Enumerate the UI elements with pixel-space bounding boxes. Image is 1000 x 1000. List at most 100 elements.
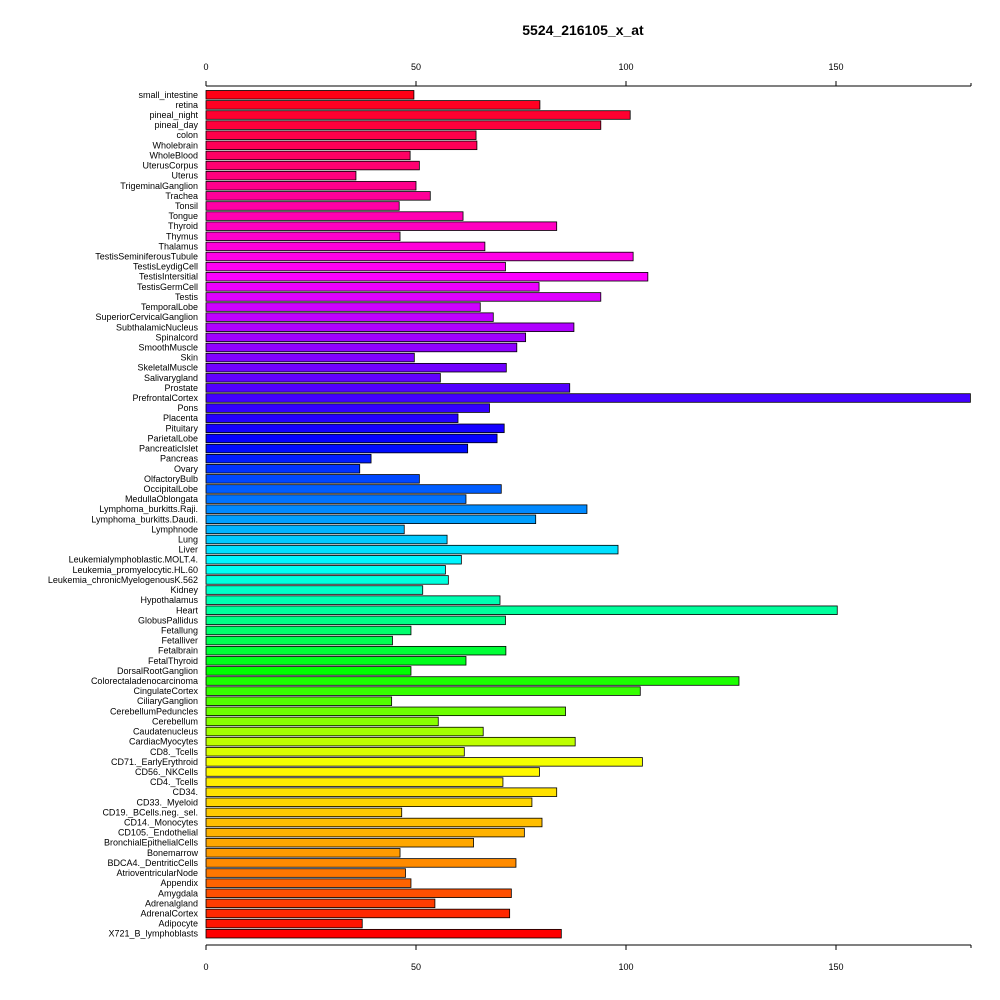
bar — [205, 342, 518, 353]
category-label: DorsalRootGanglion — [117, 666, 198, 676]
category-label: Lung — [178, 535, 198, 545]
bar — [205, 160, 420, 171]
category-label: Leukemialymphoblastic.MOLT.4. — [69, 555, 198, 565]
category-label: CingulateCortex — [133, 686, 198, 696]
category-label: Skin — [180, 353, 198, 363]
category-label: TestisSeminiferousTubule — [95, 252, 198, 262]
category-label: CD4._Tcells — [150, 777, 199, 787]
bar — [205, 453, 372, 464]
bar — [205, 211, 464, 221]
bottom-axis: 0 50 100 150 — [203, 944, 972, 972]
bar — [205, 100, 541, 110]
bar — [205, 767, 540, 777]
category-label: small_intestine — [138, 90, 198, 100]
bottom-axis-tick-label: 50 — [411, 962, 421, 972]
chart-title: 5524_216105_x_at — [522, 22, 644, 38]
bar — [205, 716, 439, 727]
category-label: WholeBlood — [149, 150, 198, 160]
bar — [205, 585, 424, 595]
category-label: BDCA4._DentriticCells — [107, 858, 198, 868]
category-label: pineal_night — [149, 110, 198, 120]
category-label: Spinalcord — [155, 332, 198, 342]
category-label: Heart — [176, 605, 199, 615]
bar — [205, 423, 505, 434]
top-axis-tick-label: 100 — [618, 62, 633, 72]
bar — [205, 191, 431, 201]
category-label: Cerebellum — [152, 716, 198, 726]
bar — [205, 757, 643, 767]
category-label: UterusCorpus — [142, 161, 198, 171]
bar — [205, 645, 507, 656]
category-label: Amygdala — [158, 888, 198, 898]
category-label: X721_B_lymphoblasts — [108, 929, 198, 939]
category-label: Fetalbrain — [158, 646, 198, 656]
bar — [205, 625, 412, 636]
category-label: BronchialEpithelialCells — [104, 838, 199, 848]
category-label: Thalamus — [158, 241, 198, 251]
category-label: AtrioventricularNode — [116, 868, 198, 878]
bar — [205, 544, 619, 555]
category-label: MedullaOblongata — [125, 494, 198, 504]
bar — [205, 362, 507, 373]
category-label: PrefrontalCortex — [132, 393, 198, 403]
bar — [205, 383, 571, 393]
category-label: Bonemarrow — [147, 848, 199, 858]
bar — [205, 787, 558, 797]
category-label: Ovary — [174, 464, 199, 474]
category-label: colon — [176, 130, 198, 140]
category-label: Leukemia_promyelocytic.HL.60 — [72, 565, 198, 575]
bar — [205, 251, 634, 262]
bar — [205, 848, 401, 858]
bar — [205, 726, 484, 737]
bar — [205, 90, 415, 100]
category-label: FetalThyroid — [148, 656, 198, 666]
bar — [205, 736, 576, 747]
bar — [205, 807, 403, 818]
bar — [205, 302, 481, 312]
category-label: Hypothalamus — [140, 595, 198, 605]
category-label: TemporalLobe — [141, 302, 198, 312]
category-label: Fetallung — [161, 625, 198, 635]
bar — [205, 312, 494, 322]
category-label: Tongue — [168, 211, 198, 221]
bar — [205, 797, 533, 807]
category-label: TestisGermCell — [137, 282, 198, 292]
bottom-axis-tick-label: 150 — [828, 962, 843, 972]
bar — [205, 322, 575, 332]
category-label: SuperiorCervicalGanglion — [95, 312, 198, 322]
bar — [205, 393, 971, 403]
bar — [205, 272, 649, 282]
bar — [205, 201, 400, 211]
bar — [205, 110, 631, 120]
category-label: Fetalliver — [161, 636, 198, 646]
category-label: pineal_day — [154, 120, 198, 130]
category-label: TrigeminalGanglion — [120, 181, 198, 191]
bar — [205, 504, 588, 514]
category-label: AdrenalCortex — [140, 908, 198, 918]
bar — [205, 534, 448, 545]
bar — [205, 908, 511, 919]
bar — [205, 747, 465, 757]
category-label: Thyroid — [168, 221, 198, 231]
category-label: Testis — [175, 292, 199, 302]
category-label: Salivarygland — [144, 373, 198, 383]
category-label: retina — [175, 100, 198, 110]
category-label: Lymphoma_burkitts.Raji. — [99, 504, 198, 514]
bar — [205, 484, 502, 494]
bar — [205, 635, 393, 646]
bar — [205, 696, 393, 706]
bar — [205, 120, 602, 130]
bar — [205, 565, 446, 575]
category-label: CD56._NKCells — [135, 767, 199, 777]
bar — [205, 181, 417, 191]
category-label: ParietalLobe — [147, 433, 198, 443]
bottom-axis-tick-label: 100 — [618, 962, 633, 972]
category-label: CD105._Endothelial — [118, 828, 198, 838]
category-label: SkeletalMuscle — [137, 363, 198, 373]
category-label: Uterus — [171, 171, 198, 181]
bars — [205, 90, 971, 939]
bar — [205, 170, 357, 181]
bar — [205, 858, 517, 868]
category-label: CD19._BCells.neg._sel. — [102, 807, 198, 817]
category-label: GlobusPallidus — [138, 615, 199, 625]
